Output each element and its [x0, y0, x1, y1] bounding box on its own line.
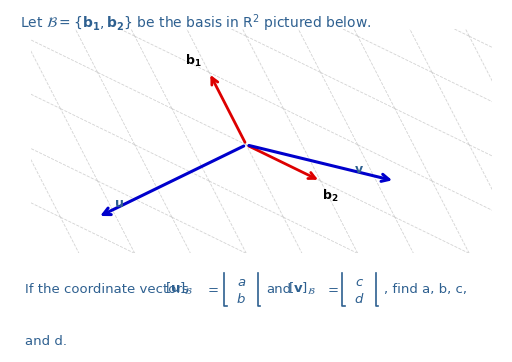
Text: and d.: and d.: [26, 335, 68, 348]
Text: , find a, b, c,: , find a, b, c,: [384, 282, 467, 295]
Text: $=$: $=$: [325, 282, 339, 295]
Text: and: and: [266, 282, 291, 295]
Text: $\mathbf{b_1}$: $\mathbf{b_1}$: [185, 53, 202, 69]
Text: $[\mathbf{u}]_\mathcal{B}$: $[\mathbf{u}]_\mathcal{B}$: [165, 281, 194, 297]
Text: $d$: $d$: [354, 292, 365, 306]
Text: If the coordinate vectors: If the coordinate vectors: [26, 282, 194, 295]
Text: $\mathbf{v}$: $\mathbf{v}$: [354, 163, 364, 176]
Text: $[\mathbf{v}]_\mathcal{B}$: $[\mathbf{v}]_\mathcal{B}$: [288, 281, 316, 297]
Text: $\mathbf{u}$: $\mathbf{u}$: [114, 197, 124, 210]
Text: $c$: $c$: [355, 277, 364, 290]
Text: $=$: $=$: [205, 282, 219, 295]
Text: $b$: $b$: [236, 292, 246, 306]
Text: $a$: $a$: [237, 277, 246, 290]
Text: Let $\mathcal{B} = \{\mathbf{b_1}, \mathbf{b_2}\}$ be the basis in R$^2$ picture: Let $\mathcal{B} = \{\mathbf{b_1}, \math…: [20, 13, 372, 34]
Text: $\mathbf{b_2}$: $\mathbf{b_2}$: [322, 188, 338, 204]
